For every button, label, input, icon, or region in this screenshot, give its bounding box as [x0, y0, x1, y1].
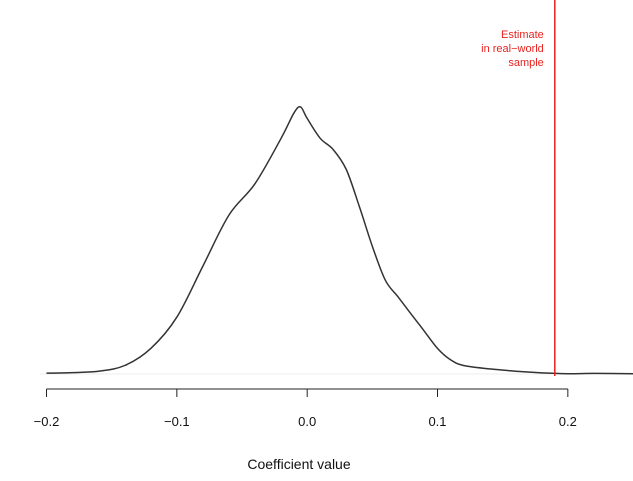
x-tick-label: 0.0	[298, 414, 316, 429]
x-tick-label: 0.2	[559, 414, 577, 429]
x-tick-label: −0.2	[34, 414, 60, 429]
x-tick-label: 0.1	[428, 414, 446, 429]
x-axis-title: Coefficient value	[247, 456, 350, 472]
annotation-line: Estimate	[501, 29, 544, 41]
x-axis: −0.2 −0.1 0.0 0.1 0.2	[34, 388, 577, 429]
density-curve	[46, 106, 633, 375]
real-world-estimate-annotation: Estimate in real−world sample	[481, 29, 544, 69]
x-tick-label: −0.1	[164, 414, 190, 429]
annotation-line: in real−world	[481, 43, 544, 55]
annotation-line: sample	[508, 57, 543, 69]
